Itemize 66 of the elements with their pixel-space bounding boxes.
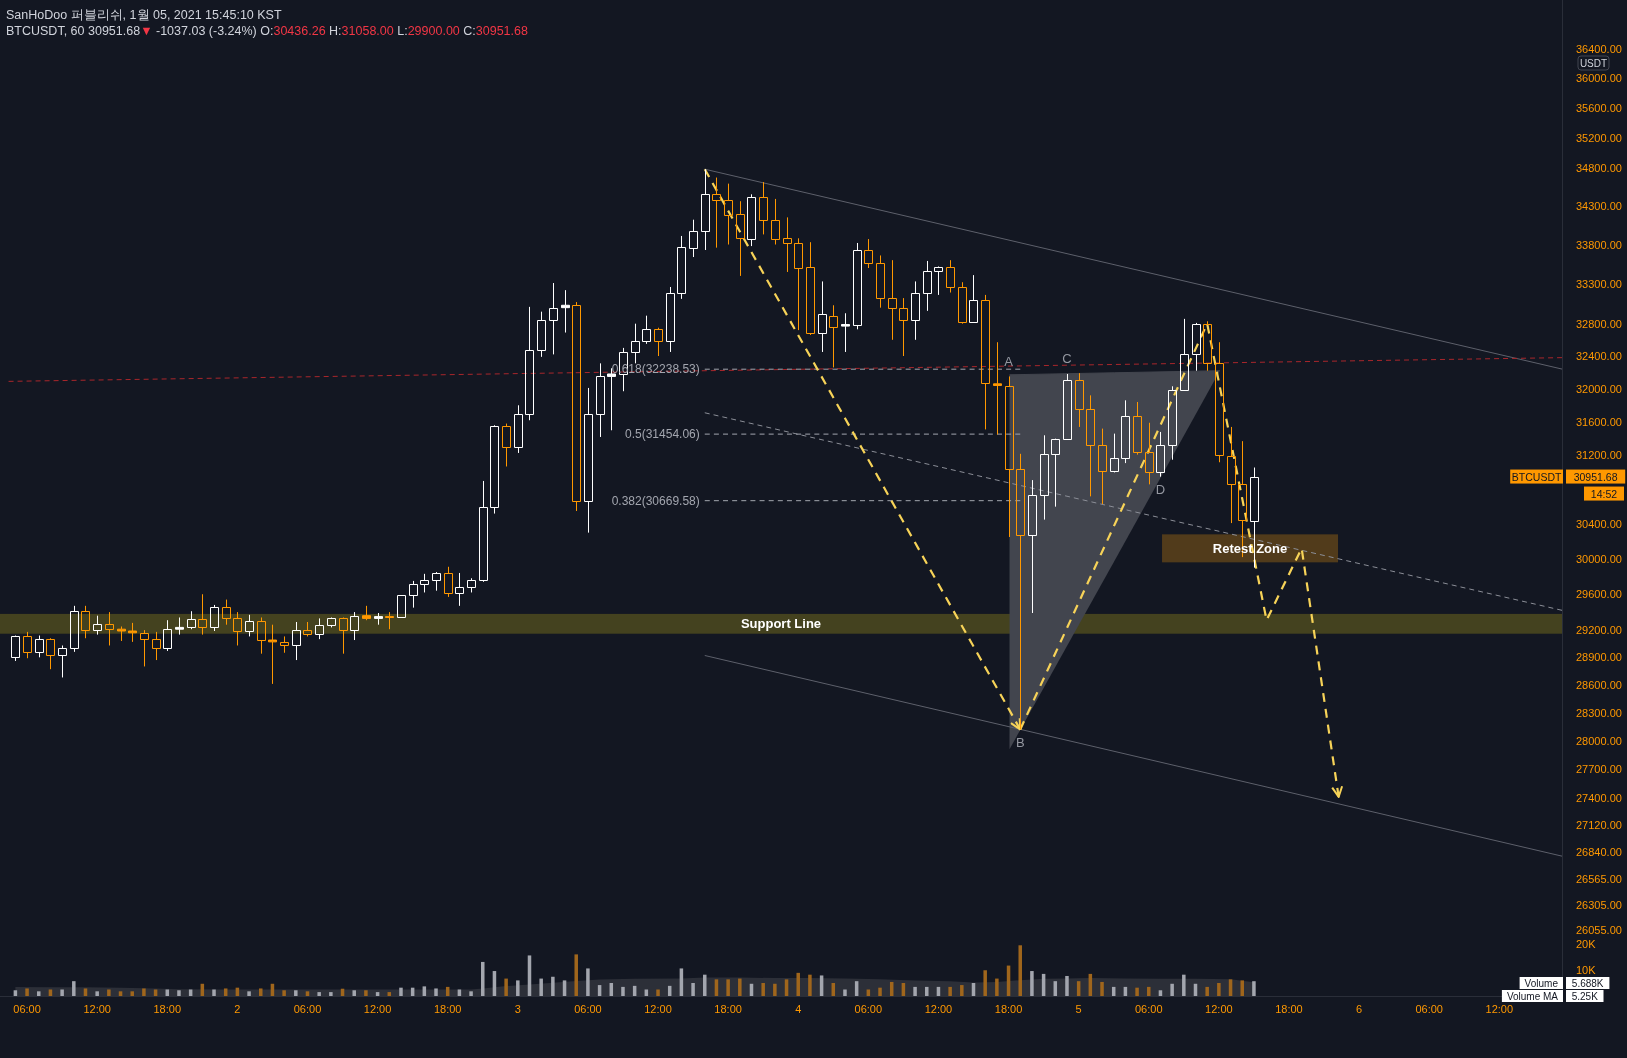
y-tick-label: 35600.00 (1576, 101, 1622, 114)
annotation: D (1155, 482, 1166, 498)
text: 14:52 (1590, 487, 1618, 500)
y-tick-label: 26305.00 (1576, 899, 1622, 912)
x-tick-label: 12:00 (1485, 1003, 1514, 1015)
annotation: Volume (1524, 977, 1559, 989)
y-tick-label: 36400.00 (1576, 43, 1622, 56)
x-tick-label: 12:00 (363, 1003, 392, 1015)
band-label: Support Line (740, 616, 822, 632)
x-tick-label: 18:00 (714, 1003, 742, 1015)
series-label: 0.382(30669.58) (611, 493, 700, 508)
x-tick-label: 12:00 (83, 1003, 111, 1015)
x-tick-label: 18:00 (153, 1003, 182, 1015)
y-tick-label: 36000.00 (1576, 72, 1622, 85)
text: 5.688K (1571, 977, 1604, 989)
x-tick-label: 06:00 (13, 1003, 41, 1015)
x-tick-label: 12:00 (1205, 1003, 1233, 1015)
y-tick-label: 31600.00 (1576, 415, 1622, 428)
x-tick-label: 5 (1075, 1003, 1082, 1015)
text: 5.25K (1571, 990, 1599, 1002)
x-tick-label: 12:00 (644, 1003, 672, 1015)
y-tick-label: 30000.00 (1576, 552, 1622, 565)
y-tick-label: 28600.00 (1576, 678, 1622, 691)
y-tick-label: 28300.00 (1576, 706, 1622, 719)
y-tick-label: 27120.00 (1576, 818, 1622, 831)
x-tick-label: 6 (1356, 1003, 1363, 1015)
y-tick-label: 26840.00 (1576, 846, 1622, 859)
y-tick-label: 31200.00 (1576, 449, 1622, 462)
x-tick-label: 06:00 (293, 1003, 322, 1015)
y-tick-label: 35200.00 (1576, 131, 1622, 144)
annotation: 30951.68 (88, 24, 141, 38)
x-tick-label: 06:00 (1415, 1003, 1443, 1015)
text: SanHoDoo 퍼블리쉬, 1월 05, 2021 15:45:10 KST (6, 8, 282, 22)
y-tick-label: 26565.00 (1576, 873, 1622, 886)
y-tick-label: 27400.00 (1576, 791, 1622, 804)
x-tick-label: 4 (795, 1003, 802, 1015)
x-tick-label: 06:00 (1135, 1003, 1163, 1015)
y2-tick-label: 10K (1576, 963, 1597, 976)
x-tick-label: 18:00 (994, 1003, 1023, 1015)
y-tick-label: 32800.00 (1576, 317, 1622, 330)
x-tick-label: 2 (234, 1003, 241, 1015)
y2-tick-label: 20K (1576, 937, 1597, 950)
y-tick-label: 33300.00 (1576, 277, 1622, 290)
y-tick-label: 26055.00 (1576, 924, 1622, 937)
y-tick-label: 33800.00 (1576, 238, 1622, 251)
series-label: 0.5(31454.06) (625, 427, 700, 442)
x-tick-label: 3 (514, 1003, 521, 1015)
x-tick-label: 12:00 (924, 1003, 953, 1015)
annotation: C (1062, 351, 1072, 367)
text: 30951.68 (1573, 470, 1618, 483)
y-tick-label: 34800.00 (1576, 161, 1622, 174)
y-tick-label: 34300.00 (1576, 199, 1622, 212)
annotation: A (1004, 353, 1014, 369)
y-tick-label: 28000.00 (1576, 734, 1622, 747)
x-tick-label: 18:00 (1275, 1003, 1303, 1015)
y-tick-label: 32400.00 (1576, 350, 1622, 363)
y-tick-label: 29600.00 (1576, 588, 1622, 601)
y-tick-label: 30400.00 (1576, 517, 1622, 530)
annotation: B (1015, 734, 1025, 750)
x-tick-label: 06:00 (574, 1003, 602, 1015)
x-tick-label: 06:00 (854, 1003, 883, 1015)
y-tick-label: 27700.00 (1576, 763, 1622, 776)
y-tick-label: 29200.00 (1576, 624, 1622, 637)
x-tick-label: 18:00 (433, 1003, 462, 1015)
y-tick-label: 32000.00 (1576, 382, 1622, 395)
y-tick-label: 28900.00 (1576, 651, 1622, 664)
